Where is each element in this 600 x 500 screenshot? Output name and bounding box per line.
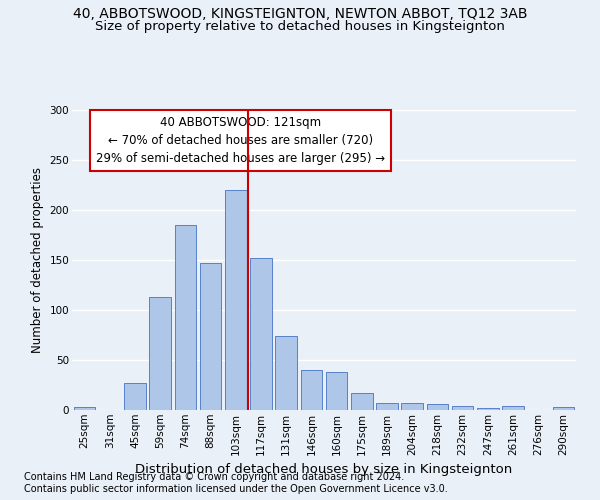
Bar bbox=[250, 258, 272, 410]
Text: Size of property relative to detached houses in Kingsteignton: Size of property relative to detached ho… bbox=[95, 20, 505, 33]
Bar bbox=[502, 406, 524, 410]
Bar bbox=[452, 406, 473, 410]
Bar bbox=[301, 370, 322, 410]
Bar bbox=[225, 190, 247, 410]
X-axis label: Distribution of detached houses by size in Kingsteignton: Distribution of detached houses by size … bbox=[136, 463, 512, 476]
Bar bbox=[74, 407, 95, 410]
Bar bbox=[124, 383, 146, 410]
Bar bbox=[351, 393, 373, 410]
Bar bbox=[149, 297, 171, 410]
Text: 40, ABBOTSWOOD, KINGSTEIGNTON, NEWTON ABBOT, TQ12 3AB: 40, ABBOTSWOOD, KINGSTEIGNTON, NEWTON AB… bbox=[73, 8, 527, 22]
Y-axis label: Number of detached properties: Number of detached properties bbox=[31, 167, 44, 353]
Bar bbox=[553, 407, 574, 410]
Bar bbox=[477, 408, 499, 410]
Bar bbox=[275, 336, 297, 410]
Text: Contains HM Land Registry data © Crown copyright and database right 2024.: Contains HM Land Registry data © Crown c… bbox=[24, 472, 404, 482]
Bar bbox=[175, 225, 196, 410]
Bar bbox=[376, 403, 398, 410]
Bar bbox=[326, 372, 347, 410]
Bar bbox=[427, 404, 448, 410]
Bar bbox=[200, 263, 221, 410]
Bar bbox=[401, 403, 423, 410]
Text: 40 ABBOTSWOOD: 121sqm
← 70% of detached houses are smaller (720)
29% of semi-det: 40 ABBOTSWOOD: 121sqm ← 70% of detached … bbox=[96, 116, 385, 165]
Text: Contains public sector information licensed under the Open Government Licence v3: Contains public sector information licen… bbox=[24, 484, 448, 494]
